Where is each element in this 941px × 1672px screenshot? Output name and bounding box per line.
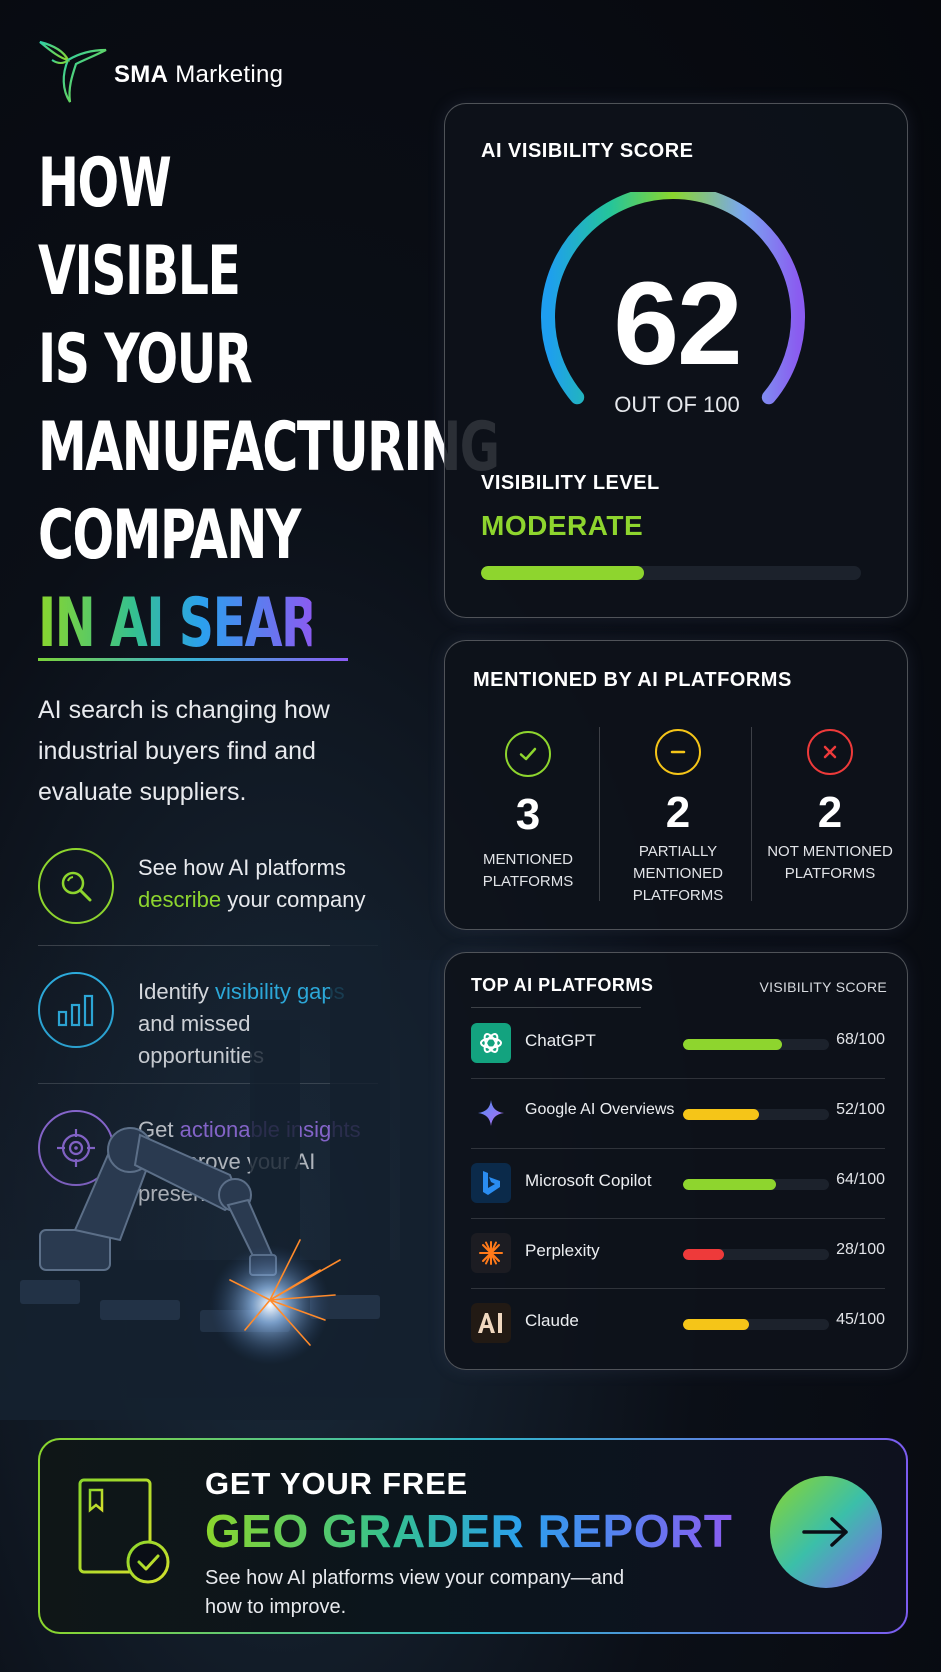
google-sparkle-icon (471, 1093, 511, 1133)
platform-score-track (683, 1319, 829, 1330)
score-column-header: VISIBILITY SCORE (759, 979, 887, 995)
platform-name: ChatGPT (525, 1031, 596, 1050)
platform-row[interactable]: Perplexity 28/100 (471, 1219, 885, 1289)
hummingbird-icon (39, 40, 107, 103)
headline-line: HOW (38, 144, 172, 223)
target-icon (38, 1110, 114, 1186)
cta-eyebrow: GET YOUR FREE (205, 1466, 469, 1501)
visibility-score-card: AI VISIBILITY SCORE 62 OUT OF 100 VISIBI… (444, 103, 908, 618)
platform-score-fill (683, 1249, 724, 1260)
mention-count: 2 (817, 788, 843, 837)
platform-name: Microsoft Copilot (525, 1171, 652, 1190)
platform-score-fill (683, 1109, 759, 1120)
title-divider (471, 1007, 641, 1008)
brand-logo[interactable]: SMA Marketing (38, 38, 283, 108)
bing-icon (471, 1163, 511, 1203)
feature-divider (38, 945, 378, 946)
row-divider (471, 1288, 885, 1289)
platform-score-track (683, 1179, 829, 1190)
headline-highlight: IN AI SEARCH? (38, 580, 312, 668)
magnifier-icon (38, 848, 114, 924)
visibility-level-label: VISIBILITY LEVEL (481, 472, 660, 494)
row-divider (471, 1218, 885, 1219)
score-gauge (541, 192, 805, 405)
headline-line: COMPANY (38, 496, 301, 575)
x-circle-icon (807, 729, 853, 775)
platform-score-fill (683, 1039, 783, 1050)
mention-label: MENTIONED PLATFORMS (482, 851, 574, 890)
visibility-level-fill (481, 566, 645, 580)
visibility-level-value: MODERATE (481, 510, 644, 541)
page-headline: HOW VISIBLE IS YOUR MANUFACTURING COMPAN… (38, 140, 500, 668)
platform-score-fill (683, 1319, 749, 1330)
arrow-right-icon (802, 1517, 848, 1547)
platform-score-track (683, 1109, 829, 1120)
report-check-icon (78, 1478, 170, 1584)
brand-name: SMA Marketing (114, 61, 284, 88)
platform-score: 28/100 (836, 1241, 885, 1258)
column-divider (599, 727, 600, 901)
claude-icon (471, 1303, 511, 1343)
feature-text: See how AI platforms describe your compa… (138, 855, 366, 912)
card-title: TOP AI PLATFORMS (471, 975, 654, 995)
headline-line: IS YOUR (38, 320, 253, 399)
platform-score: 45/100 (836, 1311, 885, 1328)
score-out-of: OUT OF 100 (614, 392, 740, 417)
check-circle-icon (505, 731, 551, 777)
intro-text: AI search is changing how industrial buy… (38, 696, 330, 806)
bar-chart-icon (38, 972, 114, 1048)
partial-column: 2 PARTIALLY MENTIONED PLATFORMS (603, 729, 753, 907)
card-title: AI VISIBILITY SCORE (481, 140, 694, 162)
mentions-card: MENTIONED BY AI PLATFORMS 3 MENTIONED PL… (444, 640, 908, 930)
platform-row[interactable]: Microsoft Copilot 64/100 (471, 1149, 885, 1219)
feature-describe: See how AI platforms describe your compa… (38, 848, 378, 958)
row-divider (471, 1148, 885, 1149)
card-title: MENTIONED BY AI PLATFORMS (473, 669, 792, 691)
feature-text: Get actionable insights to improve your … (138, 1117, 361, 1206)
platform-name: Claude (525, 1311, 579, 1330)
column-divider (751, 727, 752, 901)
platform-name: Google AI Overviews (525, 1101, 675, 1118)
feature-text: Identify visibility gaps and missed oppo… (138, 979, 345, 1068)
visibility-level-track (481, 566, 861, 580)
perplexity-icon (471, 1233, 511, 1273)
platform-score: 64/100 (836, 1171, 885, 1188)
platform-row[interactable]: Google AI Overviews 52/100 (471, 1079, 885, 1149)
platform-score-track (683, 1249, 829, 1260)
platform-score: 52/100 (836, 1101, 885, 1118)
headline-divider (38, 658, 348, 661)
mention-label: PARTIALLY MENTIONED PLATFORMS (632, 843, 724, 904)
cta-description: See how AI platforms view your company—a… (205, 1567, 625, 1618)
mention-count: 2 (665, 788, 691, 837)
mentioned-column: 3 MENTIONED PLATFORMS (453, 731, 603, 893)
gauge-arc (541, 192, 805, 405)
feature-divider (38, 1083, 378, 1084)
platform-name: Perplexity (525, 1241, 600, 1260)
platform-score: 68/100 (836, 1031, 885, 1048)
feature-insights: Get actionable insights to improve your … (38, 1110, 378, 1220)
chatgpt-icon (471, 1023, 511, 1063)
platform-row[interactable]: ChatGPT 68/100 (471, 1009, 885, 1079)
top-platforms-card: TOP AI PLATFORMS VISIBILITY SCORE ChatGP… (444, 952, 908, 1370)
feature-gaps: Identify visibility gaps and missed oppo… (38, 972, 378, 1082)
minus-circle-icon (655, 729, 701, 775)
not-mentioned-column: 2 NOT MENTIONED PLATFORMS (755, 729, 905, 885)
platform-row[interactable]: Claude 45/100 (471, 1289, 885, 1359)
cta-arrow-button[interactable] (770, 1476, 882, 1588)
mention-label: NOT MENTIONED PLATFORMS (767, 843, 893, 882)
mention-count: 3 (515, 790, 541, 839)
platform-score-track (683, 1039, 829, 1050)
headline-line: MANUFACTURING (38, 408, 500, 487)
cta-title: GEO GRADER REPORT (205, 1505, 733, 1557)
platform-score-fill (683, 1179, 777, 1190)
score-value: 62 (613, 258, 742, 390)
row-divider (471, 1078, 885, 1079)
geo-grader-cta[interactable]: GET YOUR FREE GEO GRADER REPORT See how … (38, 1438, 908, 1634)
headline-line: VISIBLE (38, 232, 241, 311)
